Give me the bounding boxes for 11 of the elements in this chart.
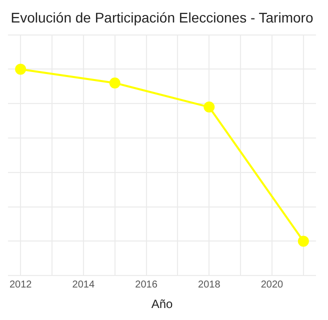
point [204, 102, 215, 113]
x-tick-label: 2018 [198, 279, 221, 290]
x-tick-label: 2014 [72, 279, 95, 290]
point [298, 236, 309, 247]
point [109, 77, 120, 88]
x-axis-title: Año [151, 297, 173, 312]
x-tick-label: 2016 [135, 279, 158, 290]
chart-title: Evolución de Participación Elecciones - Tarimoro [10, 9, 314, 26]
point [15, 64, 26, 75]
x-tick-label: 2020 [260, 279, 284, 290]
x-tick-label: 2012 [9, 279, 32, 290]
